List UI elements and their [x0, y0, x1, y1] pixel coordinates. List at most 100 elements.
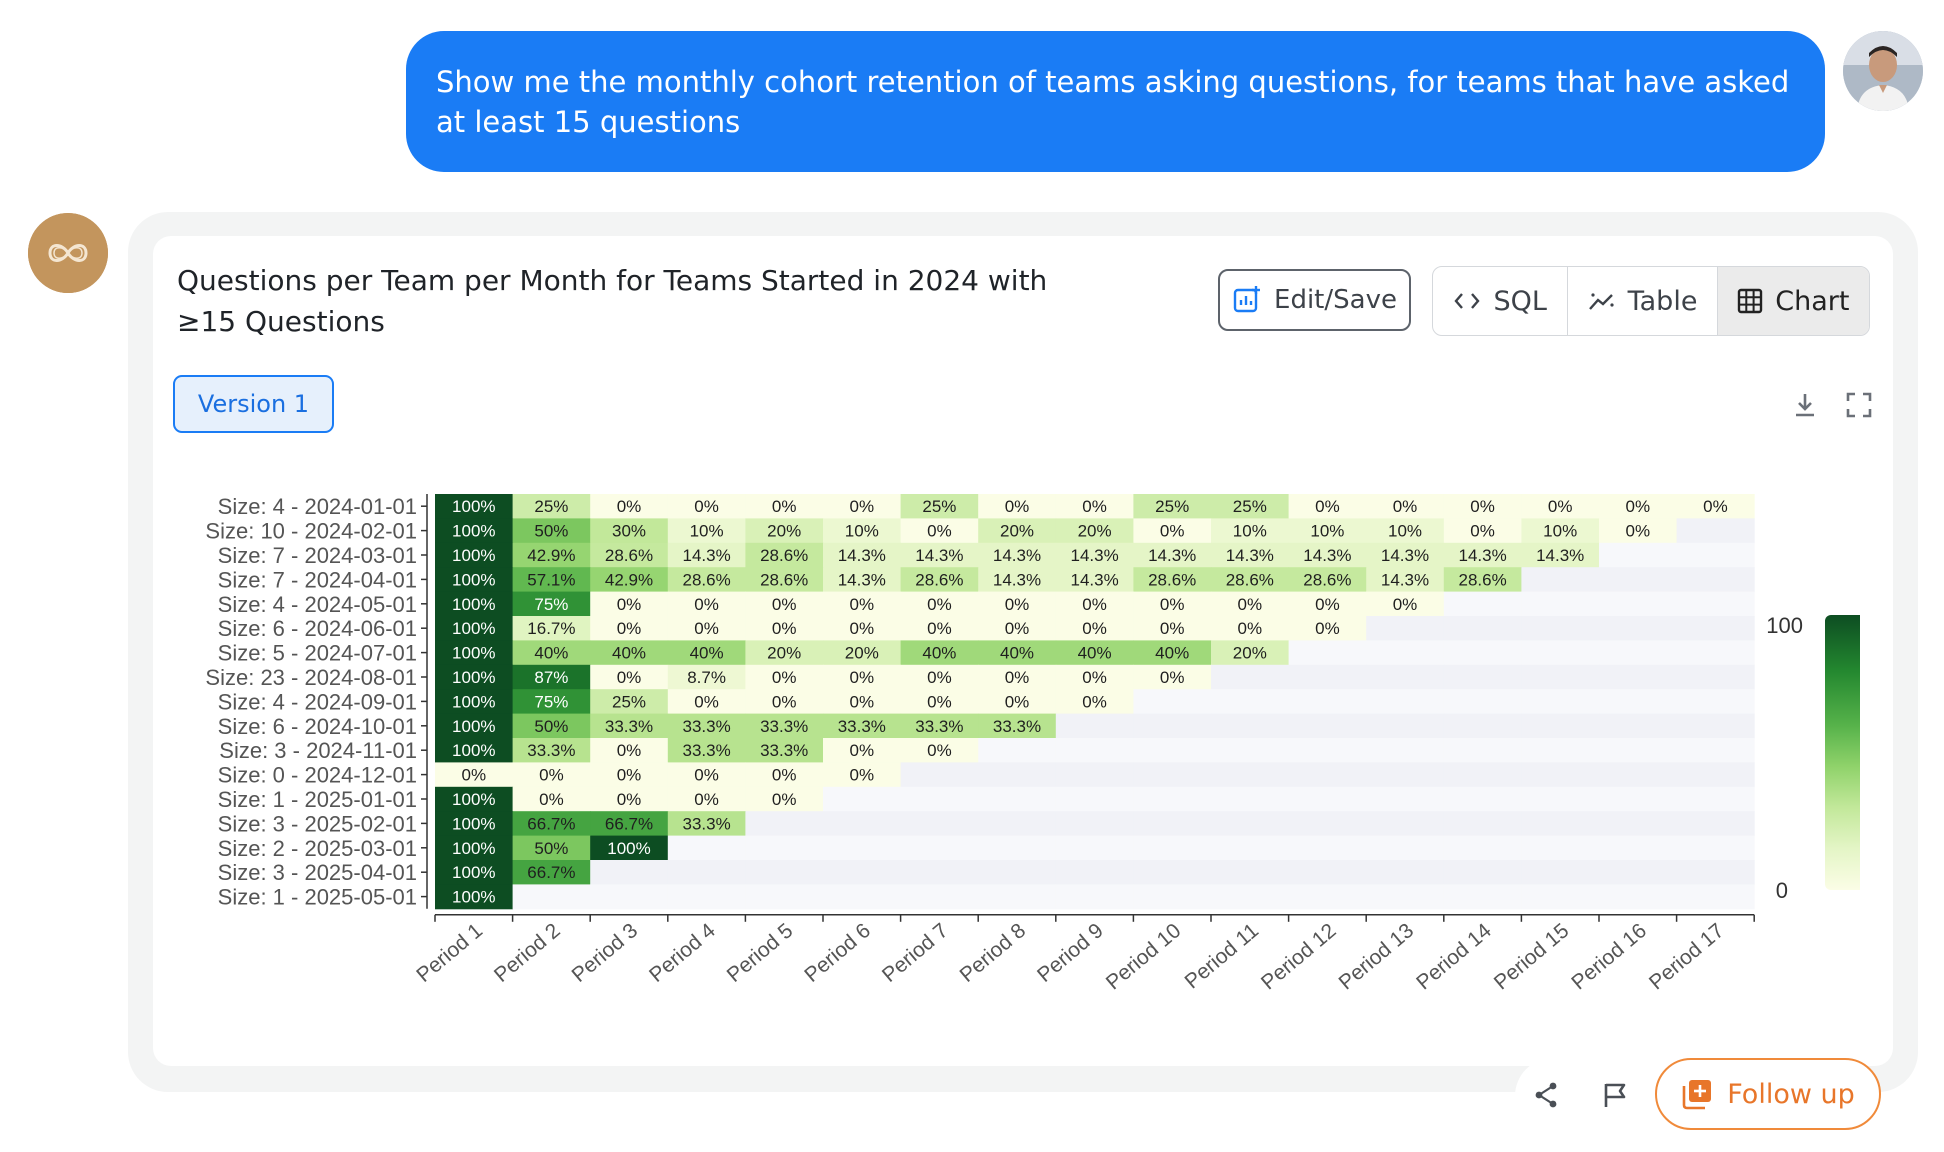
heatmap-cell	[823, 738, 902, 763]
heatmap-cell-label: 33.3%	[760, 717, 808, 736]
heatmap-empty-cell	[1211, 713, 1290, 739]
heatmap-empty-cell	[1521, 884, 1600, 910]
heatmap-cell	[590, 811, 669, 837]
heatmap-empty-cell	[1443, 884, 1522, 910]
tab-sql[interactable]: SQL	[1433, 267, 1569, 335]
heatmap-cell	[745, 567, 824, 593]
heatmap-empty-cell	[1055, 762, 1134, 788]
user-message-bubble: Show me the monthly cohort retention of …	[406, 31, 1825, 172]
x-axis-tick-label: Period 6	[800, 919, 875, 987]
heatmap-empty-cell	[978, 811, 1057, 837]
tab-table[interactable]: Table	[1568, 267, 1718, 335]
fullscreen-button[interactable]	[1844, 390, 1874, 420]
heatmap-empty-cell	[1521, 835, 1600, 861]
heatmap-empty-cell	[1676, 860, 1755, 885]
heatmap-empty-cell	[1521, 567, 1600, 593]
heatmap-cell	[1443, 518, 1522, 544]
heatmap-empty-cell	[1366, 689, 1445, 715]
y-axis-tick-label: Size: 3 - 2025-02-01	[218, 811, 417, 836]
heatmap-cell	[745, 616, 824, 641]
heatmap-empty-cell	[1211, 762, 1290, 788]
user-avatar[interactable]	[1843, 31, 1923, 111]
heatmap-cell-label: 8.7%	[687, 668, 726, 687]
heatmap-cell-label: 66.7%	[527, 863, 575, 882]
heatmap-cell-label: 20%	[1233, 644, 1267, 663]
heatmap-cell-label: 0%	[772, 692, 797, 711]
heatmap-cell	[590, 518, 669, 544]
heatmap-cell	[745, 542, 824, 568]
heatmap-cell	[1599, 518, 1678, 544]
heatmap-empty-cell	[667, 860, 746, 885]
heatmap-cell	[435, 884, 514, 910]
heatmap-empty-cell	[1366, 664, 1445, 690]
heatmap-cell-label: 40%	[1078, 644, 1112, 663]
heatmap-cell-label: 40%	[1000, 644, 1034, 663]
heatmap-cell	[435, 860, 514, 885]
y-axis-tick-label: Size: 5 - 2024-07-01	[218, 641, 417, 666]
heatmap-cell	[435, 786, 514, 812]
heatmap-cell	[667, 567, 746, 593]
heatmap-cell	[745, 640, 824, 666]
download-button[interactable]	[1790, 390, 1820, 420]
heatmap-cell-label: 33.3%	[682, 717, 730, 736]
heatmap-cell	[823, 567, 902, 593]
heatmap-cell	[667, 713, 746, 739]
heatmap-cell-label: 10%	[845, 522, 879, 541]
heatmap-empty-cell	[1366, 835, 1445, 861]
heatmap-cell	[590, 567, 669, 593]
heatmap-cell-label: 28.6%	[605, 546, 653, 565]
heatmap-cell	[1676, 494, 1755, 519]
heatmap-cell-label: 14.3%	[993, 570, 1041, 589]
infinity-logo-icon	[28, 213, 108, 293]
chart-add-icon	[1233, 286, 1261, 313]
heatmap-cell-label: 0%	[1393, 497, 1418, 516]
heatmap-empty-cell	[1133, 713, 1212, 739]
heatmap-cell	[512, 591, 591, 617]
tab-chart[interactable]: Chart	[1717, 267, 1869, 335]
heatmap-cell	[1443, 542, 1522, 568]
heatmap-empty-cell	[1366, 786, 1445, 812]
heatmap-cell	[1055, 689, 1134, 715]
heatmap-cell	[823, 518, 902, 544]
colorbar	[1825, 615, 1860, 890]
heatmap-empty-cell	[1288, 689, 1367, 715]
heatmap-empty-cell	[1676, 567, 1755, 593]
heatmap-empty-cell	[1599, 567, 1678, 593]
heatmap-cell	[590, 762, 669, 788]
heatmap-cell-label: 0%	[1160, 668, 1185, 687]
heatmap-cell-label: 100%	[452, 644, 495, 663]
edit-save-label: Edit/Save	[1274, 285, 1397, 315]
y-axis-tick-label: Size: 4 - 2024-05-01	[218, 592, 417, 617]
y-axis-tick-label: Size: 3 - 2024-11-01	[219, 738, 417, 763]
heatmap-empty-cell	[1599, 811, 1678, 837]
heatmap-cell	[745, 664, 824, 690]
heatmap-cell	[1055, 518, 1134, 544]
heatmap-cell	[1133, 567, 1212, 593]
heatmap-cell	[512, 713, 591, 739]
heatmap-cell	[978, 640, 1057, 666]
version-button[interactable]: Version 1	[173, 375, 334, 433]
heatmap-cell-label: 14.3%	[1536, 546, 1584, 565]
heatmap-cell-label: 0%	[850, 668, 875, 687]
heatmap-empty-cell	[1443, 664, 1522, 690]
heatmap-empty-cell	[1133, 762, 1212, 788]
x-axis-tick-label: Period 14	[1412, 919, 1496, 995]
heatmap-cell	[823, 616, 902, 641]
edit-save-button[interactable]: Edit/Save	[1218, 269, 1411, 331]
heatmap-empty-cell	[1599, 689, 1678, 715]
heatmap-empty-cell	[1676, 884, 1755, 910]
heatmap-cell-label: 0%	[1315, 497, 1340, 516]
heatmap-empty-cell	[1443, 591, 1522, 617]
share-button[interactable]	[1531, 1080, 1561, 1110]
heatmap-cell-label: 100%	[452, 814, 495, 833]
heatmap-cell	[1133, 616, 1212, 641]
heatmap-empty-cell	[1599, 786, 1678, 812]
heatmap-cell	[512, 689, 591, 715]
heatmap-cell	[512, 835, 591, 861]
flag-button[interactable]	[1600, 1080, 1630, 1110]
follow-up-button[interactable]: Follow up	[1655, 1058, 1881, 1130]
heatmap-cell	[667, 591, 746, 617]
heatmap-cell	[900, 738, 979, 763]
heatmap-cell-label: 0%	[772, 497, 797, 516]
heatmap-cell	[667, 616, 746, 641]
